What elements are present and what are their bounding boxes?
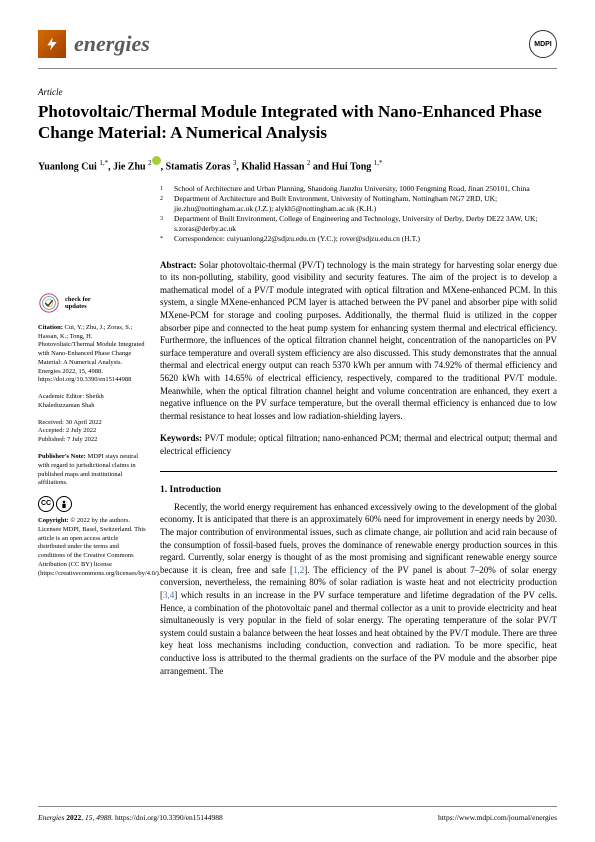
dates-block: Received: 30 April 2022 Accepted: 2 July… bbox=[38, 419, 146, 445]
section-1-heading: 1. Introduction bbox=[160, 484, 557, 497]
mdpi-logo: MDPI bbox=[529, 30, 557, 58]
citation-text: Cui, Y.; Zhu, J.; Zoras, S.; Hassan, K.;… bbox=[38, 324, 145, 384]
footer-year: 2022 bbox=[66, 813, 81, 822]
abstract: Abstract: Solar photovoltaic-thermal (PV… bbox=[160, 259, 557, 423]
journal-name: energies bbox=[74, 31, 150, 57]
affiliations: 1 School of Architecture and Urban Plann… bbox=[160, 184, 557, 245]
header-bar: energies MDPI bbox=[38, 30, 557, 69]
author-5-sup: 1,* bbox=[374, 159, 383, 167]
corr-text: Correspondence: cuiyuanlong22@sdjzu.edu.… bbox=[174, 234, 420, 244]
editor-block: Academic Editor: Sheikh Khaleduzzaman Sh… bbox=[38, 393, 146, 411]
article-title: Photovoltaic/Thermal Module Integrated w… bbox=[38, 101, 557, 144]
article-type: Article bbox=[38, 87, 557, 97]
journal-logo: energies bbox=[38, 30, 150, 58]
aff-2-num: 2 bbox=[160, 194, 168, 214]
footer-doi[interactable]: https://doi.org/10.3390/en15144988 bbox=[115, 813, 223, 822]
two-column-layout: check for updates Citation: Cui, Y.; Zhu… bbox=[38, 184, 557, 677]
corr-sym: * bbox=[160, 234, 168, 244]
keywords-text: PV/T module; optical filtration; nano-en… bbox=[160, 433, 557, 456]
section-divider bbox=[160, 471, 557, 472]
ref-link-34[interactable]: 3,4 bbox=[163, 590, 174, 600]
copyright-label: Copyright: bbox=[38, 517, 69, 524]
footer-vol: , 15, 4988. bbox=[81, 813, 115, 822]
check-updates-icon bbox=[38, 292, 60, 314]
check-updates-text: check for updates bbox=[65, 296, 91, 310]
copyright-text: © 2022 by the authors. Licensee MDPI, Ba… bbox=[38, 517, 160, 577]
footer-right[interactable]: https://www.mdpi.com/journal/energies bbox=[438, 813, 557, 822]
check-line2: updates bbox=[65, 303, 91, 310]
aff-3-text: Department of Built Environment, College… bbox=[174, 214, 557, 234]
footer-left: Energies 2022, 15, 4988. https://doi.org… bbox=[38, 813, 223, 822]
section-1-body: Recently, the world energy requirement h… bbox=[160, 501, 557, 677]
body-text-c: ] which results in an increase in the PV… bbox=[160, 590, 557, 676]
keywords: Keywords: PV/T module; optical filtratio… bbox=[160, 432, 557, 457]
ref-link-12[interactable]: 1,2 bbox=[293, 565, 304, 575]
energies-logo-icon bbox=[38, 30, 66, 58]
author-3: , Stamatis Zoras bbox=[161, 161, 233, 172]
correspondence: * Correspondence: cuiyuanlong22@sdjzu.ed… bbox=[160, 234, 557, 244]
author-5: and Hui Tong bbox=[310, 161, 373, 172]
cc-icon: CC bbox=[38, 496, 54, 512]
page: energies MDPI Article Photovoltaic/Therm… bbox=[0, 0, 595, 842]
affiliation-2: 2 Department of Architecture and Built E… bbox=[160, 194, 557, 214]
footer-journal: Energies bbox=[38, 813, 66, 822]
authors-line: Yuanlong Cui 1,*, Jie Zhu 2, Stamatis Zo… bbox=[38, 156, 557, 172]
footer: Energies 2022, 15, 4988. https://doi.org… bbox=[38, 806, 557, 822]
author-1: Yuanlong Cui bbox=[38, 161, 99, 172]
aff-3-num: 3 bbox=[160, 214, 168, 234]
abstract-text: Solar photovoltaic-thermal (PV/T) techno… bbox=[160, 260, 557, 421]
citation-label: Citation: bbox=[38, 324, 63, 331]
affiliation-1: 1 School of Architecture and Urban Plann… bbox=[160, 184, 557, 194]
cc-badge: CC bbox=[38, 496, 72, 512]
editor-label: Academic Editor: bbox=[38, 393, 84, 400]
orcid-icon bbox=[152, 156, 161, 165]
license-block: CC Copyright: © 2022 by the authors. Lic… bbox=[38, 496, 146, 578]
aff-2-text: Department of Architecture and Built Env… bbox=[174, 194, 557, 214]
pubnote-label: Publisher's Note: bbox=[38, 453, 86, 460]
check-for-updates[interactable]: check for updates bbox=[38, 292, 146, 314]
accepted-date: Accepted: 2 July 2022 bbox=[38, 427, 146, 436]
by-icon bbox=[56, 496, 72, 512]
received-date: Received: 30 April 2022 bbox=[38, 419, 146, 428]
author-4: , Khalid Hassan bbox=[236, 161, 307, 172]
author-2: , Jie Zhu bbox=[108, 161, 148, 172]
citation-block: Citation: Cui, Y.; Zhu, J.; Zoras, S.; H… bbox=[38, 324, 146, 385]
main-content: 1 School of Architecture and Urban Plann… bbox=[160, 184, 557, 677]
sidebar: check for updates Citation: Cui, Y.; Zhu… bbox=[38, 184, 146, 677]
author-1-sup: 1,* bbox=[99, 159, 108, 167]
affiliation-3: 3 Department of Built Environment, Colle… bbox=[160, 214, 557, 234]
aff-1-text: School of Architecture and Urban Plannin… bbox=[174, 184, 530, 194]
publisher-note-block: Publisher's Note: MDPI stays neutral wit… bbox=[38, 453, 146, 488]
aff-1-num: 1 bbox=[160, 184, 168, 194]
published-date: Published: 7 July 2022 bbox=[38, 436, 146, 445]
abstract-label: Abstract: bbox=[160, 260, 197, 270]
keywords-label: Keywords: bbox=[160, 433, 202, 443]
check-line1: check for bbox=[65, 296, 91, 303]
